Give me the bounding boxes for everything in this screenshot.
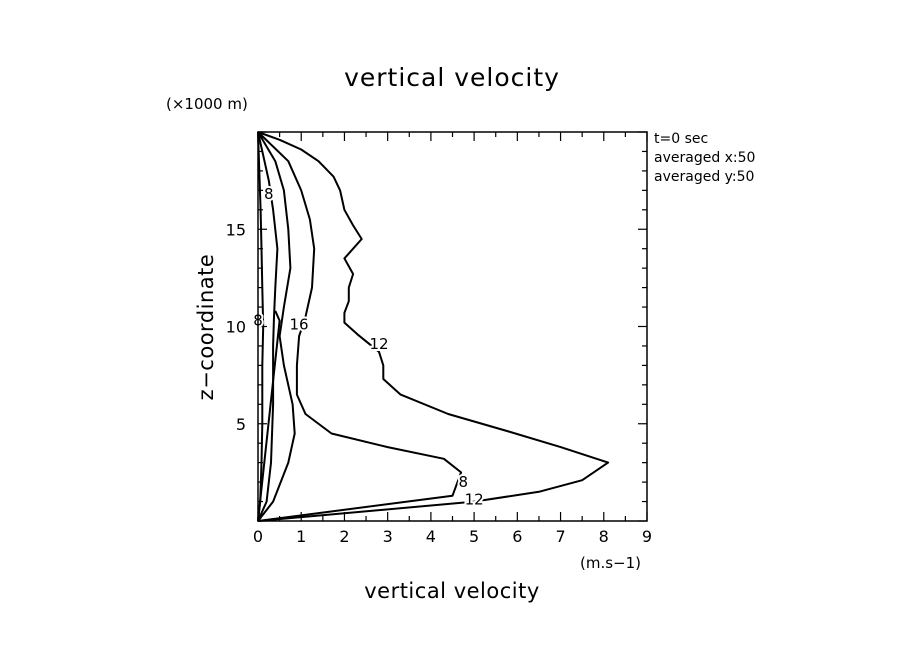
contour-label: 16	[290, 316, 309, 334]
contour-label: 8	[264, 185, 274, 203]
info-average-x: averaged x:50	[654, 150, 755, 166]
plot-frame	[257, 131, 648, 522]
x-tick-label: 4	[426, 527, 436, 546]
contour-line	[257, 131, 279, 522]
y-axis-title: z−coordinate	[194, 254, 218, 401]
axis-ticks	[257, 131, 648, 522]
y-unit: (×1000 m)	[166, 95, 248, 113]
x-tick-label: 3	[383, 527, 393, 546]
chart-title: vertical velocity	[344, 63, 560, 92]
x-tick-label: 8	[599, 527, 609, 546]
contour-line	[257, 131, 265, 522]
contour-line	[257, 131, 610, 522]
contour-label: 12	[465, 491, 484, 509]
y-tick-label: 10	[226, 318, 246, 337]
info-clip: t=0 sec averaged x:50 averaged y:50	[654, 131, 755, 185]
contour-line	[257, 310, 281, 522]
x-tick-label: 9	[642, 527, 652, 546]
y-tick-label: 5	[236, 415, 246, 434]
contour-line	[257, 131, 296, 522]
contour-line	[257, 131, 463, 522]
contour-label: 12	[369, 335, 388, 353]
x-axis-title: vertical velocity	[364, 579, 540, 603]
y-tick-label: 15	[226, 220, 246, 239]
contour-lines	[257, 131, 610, 522]
y-tick-labels: 5 10 15	[226, 220, 246, 434]
info-average-y: averaged y:50	[654, 169, 754, 185]
info-time: t=0 sec	[654, 131, 708, 147]
x-unit: (m.s−1)	[580, 554, 641, 572]
x-tick-label: 2	[339, 527, 349, 546]
x-tick-label: 5	[469, 527, 479, 546]
x-tick-label: 6	[512, 527, 522, 546]
x-tick-label: 0	[253, 527, 263, 546]
x-tick-label: 1	[296, 527, 306, 546]
x-tick-label: 7	[555, 527, 565, 546]
x-tick-labels: 0 1 2 3 4 5 6 7 8 9	[253, 527, 652, 546]
contour-label: 8	[459, 473, 469, 491]
